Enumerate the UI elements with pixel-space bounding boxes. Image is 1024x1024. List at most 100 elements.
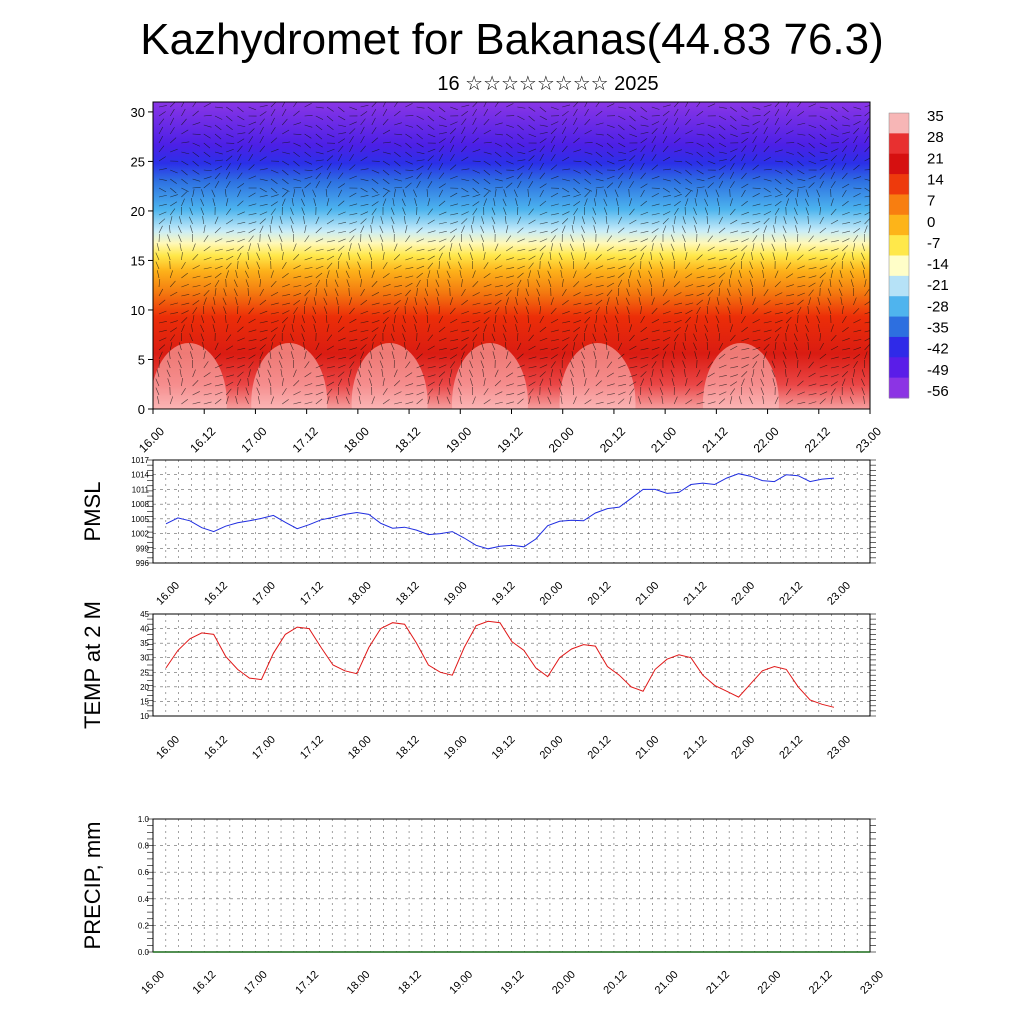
wind-barb xyxy=(784,243,787,252)
wind-barb xyxy=(850,279,854,288)
wind-barb xyxy=(696,110,704,117)
wind-barb xyxy=(427,374,436,378)
y-tick-label: 30 xyxy=(131,105,145,120)
wind-barb xyxy=(539,252,544,261)
wind-barb xyxy=(371,320,380,324)
wind-barb xyxy=(640,371,647,378)
wind-barb xyxy=(517,279,522,288)
wind-barb xyxy=(426,315,429,324)
wind-barb xyxy=(761,369,765,378)
wind-barb xyxy=(405,275,414,279)
wind-barb xyxy=(648,261,653,270)
wind-barb xyxy=(513,189,518,198)
wind-barb xyxy=(427,381,435,387)
wind-barb xyxy=(819,272,826,279)
wind-barb xyxy=(785,119,792,126)
wind-barb xyxy=(774,187,782,194)
wind-barb xyxy=(528,148,537,153)
wind-barb xyxy=(603,198,608,207)
wind-barb xyxy=(181,399,189,405)
wind-barb xyxy=(222,297,227,306)
wind-barb xyxy=(483,108,489,117)
wind-barb xyxy=(774,208,780,216)
wind-barb xyxy=(304,297,308,306)
wind-barb xyxy=(830,208,837,216)
wind-barb xyxy=(763,104,772,108)
wind-barb xyxy=(438,371,446,378)
wind-barb xyxy=(259,329,268,333)
wind-barb xyxy=(861,378,865,387)
wind-barb xyxy=(749,270,753,279)
wind-barb xyxy=(349,329,358,333)
wind-barb xyxy=(662,118,668,126)
wind-barb xyxy=(584,309,592,315)
wind-barb xyxy=(192,122,201,126)
wind-barb xyxy=(797,299,804,306)
wind-barb xyxy=(659,378,664,387)
warm-blob xyxy=(351,343,428,409)
wind-barb xyxy=(315,142,323,148)
wind-barb xyxy=(169,216,173,225)
wind-barb xyxy=(696,160,703,167)
wind-barb xyxy=(741,172,747,180)
wind-barb xyxy=(472,201,480,207)
y-tick-label: 25 xyxy=(131,154,145,169)
wind-barb xyxy=(438,172,445,180)
wind-barb xyxy=(247,252,249,261)
wind-barb xyxy=(416,272,423,279)
colorbar-label: -42 xyxy=(927,341,949,358)
wind-barb xyxy=(349,203,358,207)
wind-barb xyxy=(864,343,870,351)
wind-barb xyxy=(214,258,223,261)
wind-barb xyxy=(237,138,245,144)
wind-barb xyxy=(528,124,536,130)
wind-barb xyxy=(718,342,724,351)
wind-barb xyxy=(550,192,559,198)
wind-barb xyxy=(158,105,167,108)
colorbar-swatch xyxy=(889,153,909,175)
wind-barb xyxy=(830,356,839,360)
wind-barb xyxy=(438,153,444,162)
wind-barb xyxy=(393,380,401,387)
wind-barb xyxy=(203,383,212,387)
wind-barb xyxy=(738,270,742,279)
wind-barb xyxy=(326,334,333,342)
wind-barb xyxy=(349,369,352,378)
wind-barb xyxy=(808,393,817,396)
wind-barb xyxy=(671,378,675,387)
wind-barb xyxy=(696,178,705,182)
wind-barb xyxy=(819,207,821,216)
wind-barb xyxy=(819,227,827,234)
wind-barb xyxy=(427,124,435,130)
wind-barb xyxy=(203,169,212,172)
wind-barb xyxy=(427,356,436,360)
wind-barb xyxy=(371,178,379,184)
wind-barb xyxy=(237,162,242,171)
wind-barb xyxy=(371,270,375,279)
wind-barb xyxy=(853,297,857,306)
wind-barb xyxy=(841,153,847,162)
wind-barb xyxy=(674,201,681,207)
wind-barb xyxy=(662,168,671,171)
colorbar-label: 28 xyxy=(927,129,944,146)
wind-barb xyxy=(334,279,339,288)
y-tick-label: 35 xyxy=(140,639,149,648)
wind-barb xyxy=(528,181,534,189)
wind-barb xyxy=(558,261,563,270)
wind-barb xyxy=(618,238,626,243)
wind-barb xyxy=(304,151,312,158)
wind-barb xyxy=(808,383,817,387)
wind-barb xyxy=(762,270,765,279)
wind-barb xyxy=(797,391,805,396)
wind-barb xyxy=(595,292,604,297)
warm-blob xyxy=(452,343,528,409)
wind-barb xyxy=(830,262,836,270)
wind-barb xyxy=(773,351,776,360)
wind-barb xyxy=(237,378,242,387)
wind-barb xyxy=(381,243,384,252)
wind-barb xyxy=(797,142,805,147)
wind-barb xyxy=(450,175,458,180)
wind-barb xyxy=(618,391,626,396)
wind-barb xyxy=(741,106,748,113)
wind-barb xyxy=(226,356,234,360)
